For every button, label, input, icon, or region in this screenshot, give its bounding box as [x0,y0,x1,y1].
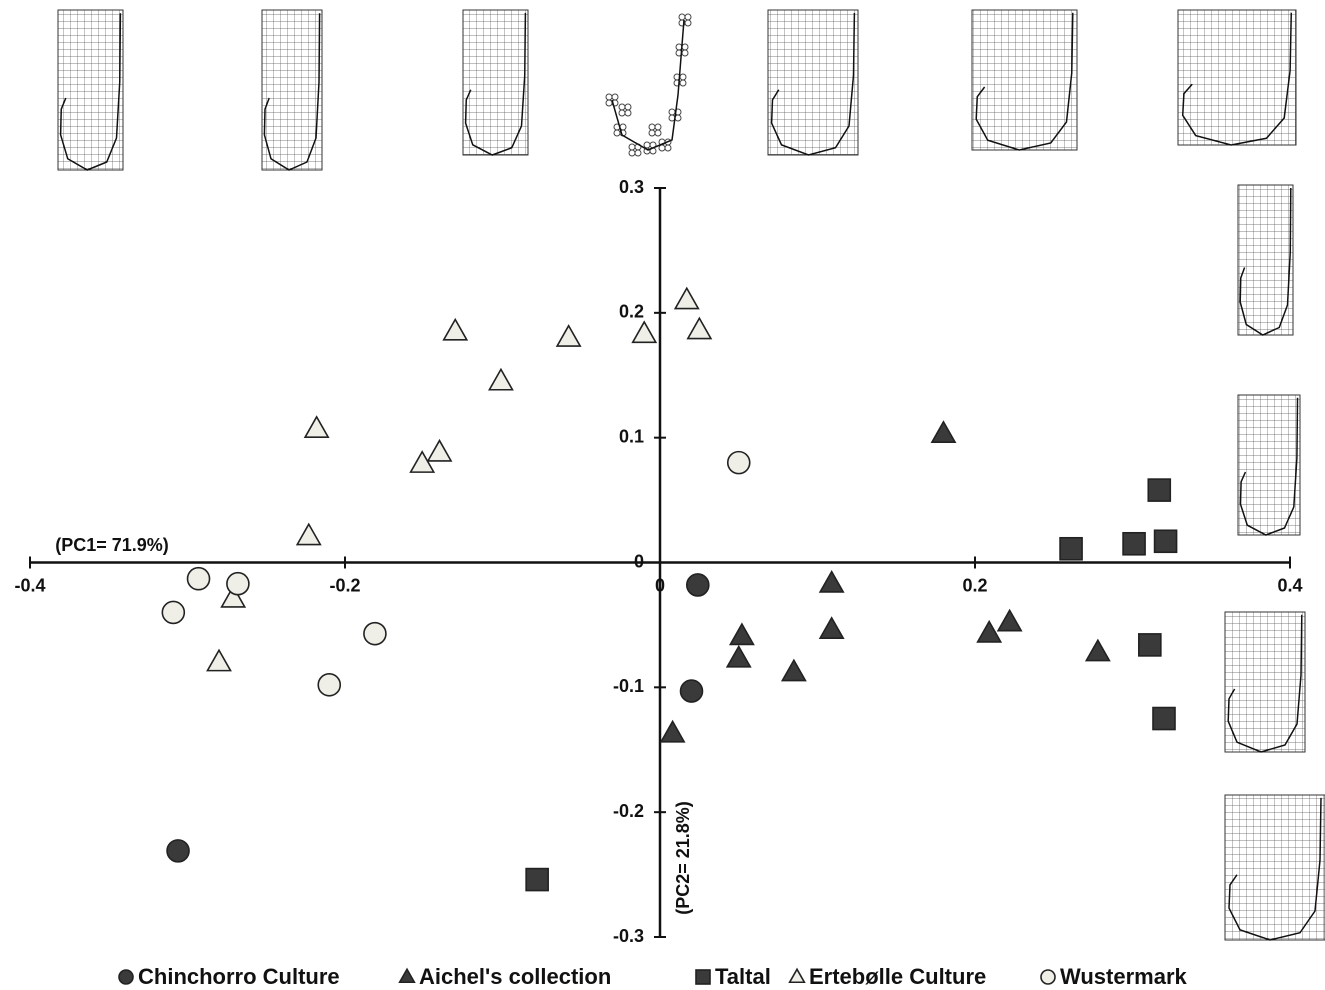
point [162,601,184,623]
landmark-cloud [659,145,665,151]
point [978,622,1001,642]
landmark-cloud [612,94,618,100]
point [633,322,656,342]
point [1060,538,1082,560]
landmark-cloud [649,130,655,136]
point [444,319,467,339]
point [526,869,548,891]
landmark-cloud [679,14,685,20]
legend-label: Aichel's collection [419,964,611,989]
landmark-cloud [606,100,612,106]
point [188,568,210,590]
x-axis-title: (PC1= 71.9%) [55,535,169,555]
point [1155,530,1177,552]
point [1148,479,1170,501]
y-tick-label: 0.3 [619,177,644,197]
legend-marker [400,969,415,982]
landmark-cloud [625,104,631,110]
landmark-cloud [625,110,631,116]
x-tick-label: 0.2 [962,575,987,595]
landmark-cloud [655,124,661,130]
point [730,624,753,644]
point [1139,634,1161,656]
shape-thumbnails [58,10,1325,940]
x-tick-label: -0.2 [329,575,360,595]
landmark-cloud [680,74,686,80]
y-tick-label: -0.1 [613,676,644,696]
point [998,610,1021,630]
landmark-cloud [619,104,625,110]
landmark-cloud [614,130,620,136]
landmark-cloud [635,150,641,156]
point [489,369,512,389]
point [1086,640,1109,660]
y-axis-title: (PC2= 21.8%) [673,801,693,915]
point [305,417,328,437]
landmark-cloud [629,144,635,150]
landmark-cloud [680,80,686,86]
x-tick-label: -0.4 [14,575,45,595]
point [428,441,451,461]
legend-marker [696,970,710,984]
legend-label: Taltal [715,964,771,989]
landmark-cloud [665,145,671,151]
legend-marker [790,969,805,982]
point [688,318,711,338]
point [1123,533,1145,555]
y-tick-label: 0.2 [619,302,644,322]
point [728,452,750,474]
point [675,288,698,308]
legend-label: Wustermark [1060,964,1188,989]
point [681,680,703,702]
chart: (PC1= 71.9%) (PC2= 21.8%) -0.4 -0.2 0 0.2 0.… [0,0,1325,990]
landmark-cloud [644,142,650,148]
point [661,721,684,741]
point [820,572,843,592]
point [167,840,189,862]
point [318,674,340,696]
point [687,574,709,596]
point [782,660,805,680]
legend-label: Chinchorro Culture [138,964,340,989]
y-tick-label: 0.1 [619,426,644,446]
legend-marker [119,970,133,984]
landmark-cloud [629,150,635,156]
landmark-cloud [655,130,661,136]
point [932,422,955,442]
landmark-cloud [682,44,688,50]
point [820,618,843,638]
point [364,623,386,645]
landmark-cloud [649,124,655,130]
x-tick-label: 0.4 [1277,575,1302,595]
landmark-cloud [682,50,688,56]
point [227,573,249,595]
legend-marker [1041,970,1055,984]
y-tick-label: -0.3 [613,926,644,946]
y-tick-label: -0.2 [613,801,644,821]
legend-label: Ertebølle Culture [809,964,986,989]
landmark-cloud [685,20,691,26]
point [411,452,434,472]
landmark-cloud [619,110,625,116]
point [207,650,230,670]
point [297,524,320,544]
point [1153,708,1175,730]
landmark-cloud [669,109,675,115]
point [557,326,580,346]
x-tick-label: 0 [655,575,665,595]
landmark-cloud [606,94,612,100]
y-tick-label: 0 [634,551,644,571]
landmark-cloud [685,14,691,20]
point [727,647,750,667]
